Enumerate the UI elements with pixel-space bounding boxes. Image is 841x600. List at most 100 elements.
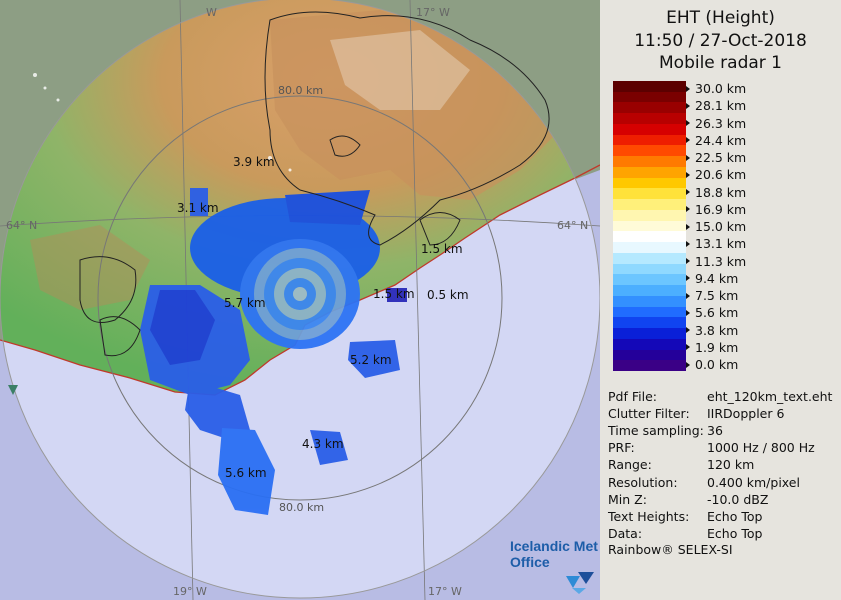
tick-marker-icon [686, 258, 690, 264]
color-scale-label: 18.8 km [686, 185, 746, 200]
metadata-key: Time sampling: [608, 423, 704, 439]
color-scale-segment [613, 177, 686, 189]
color-scale-segment [613, 113, 686, 125]
echo-label: 4.3 km [302, 437, 344, 451]
info-panel: EHT (Height) 11:50 / 27-Oct-2018 Mobile … [600, 0, 841, 600]
range-ring-label-top: 80.0 km [278, 84, 324, 97]
color-scale-label: 9.4 km [686, 271, 738, 286]
metadata-value: eht_120km_text.eht [707, 389, 833, 404]
color-scale-bar [613, 81, 686, 372]
metadata-key: Pdf File: [608, 389, 657, 404]
metadata-value: IIRDoppler 6 [707, 406, 785, 422]
color-scale-segment [613, 242, 686, 254]
metadata-value: -10.0 dBZ [707, 491, 769, 507]
metadata-value: Echo Top [707, 508, 763, 524]
color-scale-segment [613, 166, 686, 179]
metadata-row: Min Z: -10.0 dBZ [608, 492, 768, 507]
color-scale-label: 15.0 km [686, 219, 746, 234]
color-scale-label: 0.0 km [686, 357, 738, 372]
metadata-value: 120 km [707, 457, 755, 473]
metadata-row: PRF: 1000 Hz / 800 Hz [608, 440, 815, 455]
metadata-row: Resolution: 0.400 km/pixel [608, 475, 800, 490]
color-scale-segment [613, 188, 686, 200]
metadata-value: 36 [707, 423, 723, 439]
range-ring-label-bottom: 80.0 km [279, 501, 325, 514]
metadata-value: 0.400 km/pixel [707, 474, 800, 490]
lat-label-right: 64° N [557, 219, 589, 232]
tick-marker-icon [686, 309, 690, 316]
color-scale-label: 26.3 km [686, 116, 746, 131]
color-scale-segment [613, 156, 686, 168]
color-scale-segment [613, 231, 686, 243]
product-timestamp: 11:50 / 27-Oct-2018 [634, 31, 807, 51]
color-scale-segment [613, 295, 686, 308]
terrain-outlines [79, 11, 550, 357]
color-scale-segment [613, 102, 686, 114]
logo-mark-icon [566, 572, 594, 594]
color-scale-label: 7.5 km [686, 288, 738, 303]
color-scale-segment [613, 91, 686, 103]
tick-marker-icon [686, 154, 690, 161]
color-scale-segment [613, 199, 686, 211]
range-ring-outer [0, 0, 600, 599]
metadata-row: Clutter Filter: IIRDoppler 6 [608, 406, 784, 421]
color-scale-segment [613, 145, 686, 157]
color-scale-segment [613, 306, 686, 318]
lon-label-top-w: W [206, 6, 217, 19]
color-scale-segment [613, 134, 686, 146]
lon-label-bottom-19w: 19° W [173, 585, 207, 598]
color-scale-segment [613, 81, 686, 93]
map-graphic [0, 0, 600, 600]
color-scale-label: 28.1 km [686, 98, 746, 113]
echo-label: 3.1 km [177, 201, 219, 215]
color-scale-label: 11.3 km [686, 254, 746, 269]
lat-label-left: 64° N [6, 219, 38, 232]
lon-label-top-17w: 17° W [416, 6, 450, 19]
metadata-key: Range: [608, 457, 652, 473]
metadata-value: 1000 Hz / 800 Hz [707, 440, 815, 456]
logo-line-2: Office [510, 554, 550, 570]
color-scale-label: 24.4 km [686, 133, 746, 148]
tick-marker-icon [686, 275, 690, 282]
color-scale-label: 5.6 km [686, 305, 738, 320]
tick-marker-icon [686, 223, 690, 230]
tick-marker-icon [686, 240, 690, 247]
color-scale-segment [613, 285, 686, 297]
tick-marker-icon [686, 206, 690, 213]
color-scale-segment [613, 220, 686, 232]
color-scale-label: 20.6 km [686, 167, 746, 182]
metadata-row: Data: Echo Top [608, 526, 762, 541]
tick-marker-icon [686, 102, 690, 109]
metadata-key: PRF: [608, 440, 635, 456]
color-scale-segment [613, 338, 686, 350]
lon-label-bottom-17w: 17° W [428, 585, 462, 598]
tick-marker-icon [686, 361, 690, 368]
metadata-key: Clutter Filter: [608, 406, 690, 422]
color-scale-segment [613, 123, 686, 136]
echo-label: 3.9 km [233, 155, 275, 169]
tick-marker-icon [686, 189, 690, 195]
color-scale-segment [613, 274, 686, 286]
metadata-key: Data: [608, 525, 643, 541]
metadata-row: Range: 120 km [608, 457, 754, 472]
echo-label: 5.7 km [224, 296, 266, 310]
tick-marker-icon [686, 344, 690, 351]
metadata-row: Pdf File: eht_120km_text.eht [608, 389, 832, 404]
color-scale-label: 1.9 km [686, 340, 738, 355]
radar-name: Mobile radar 1 [659, 53, 782, 73]
color-scale-segment [613, 360, 686, 372]
tick-marker-icon [686, 137, 690, 144]
tick-marker-icon [686, 327, 690, 333]
range-ring-80 [97, 95, 503, 501]
color-scale-label: 13.1 km [686, 236, 746, 251]
echo-label: 1.5 km [373, 287, 415, 301]
color-scale-segment [613, 263, 686, 275]
echo-label: 1.5 km [421, 242, 463, 256]
color-scale-label: 22.5 km [686, 150, 746, 165]
color-scale-label: 16.9 km [686, 202, 746, 217]
radar-map: W 17° W 64° N 64° N 19° W 17° W 80.0 km … [0, 0, 600, 600]
logo-line-1: Icelandic Met [510, 538, 598, 554]
color-scale-label: 30.0 km [686, 81, 746, 96]
color-scale-segment [613, 349, 686, 361]
color-scale-segment [613, 317, 686, 329]
